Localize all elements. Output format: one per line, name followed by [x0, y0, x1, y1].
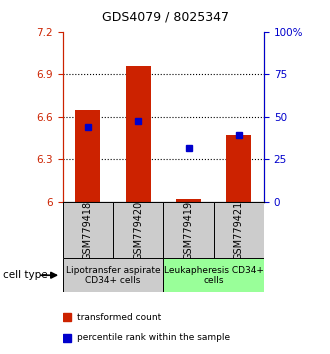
Bar — [163, 258, 264, 292]
Bar — [126, 66, 151, 202]
Bar — [63, 258, 163, 292]
Text: Leukapheresis CD34+
cells: Leukapheresis CD34+ cells — [164, 266, 264, 285]
Text: GSM779419: GSM779419 — [183, 200, 193, 260]
Text: GSM779418: GSM779418 — [83, 200, 93, 260]
Bar — [75, 110, 100, 202]
Bar — [113, 202, 163, 258]
Bar — [214, 202, 264, 258]
Text: transformed count: transformed count — [77, 313, 161, 322]
Text: GDS4079 / 8025347: GDS4079 / 8025347 — [102, 10, 228, 23]
Bar — [226, 135, 251, 202]
Text: Lipotransfer aspirate
CD34+ cells: Lipotransfer aspirate CD34+ cells — [66, 266, 160, 285]
Text: GSM779420: GSM779420 — [133, 200, 143, 260]
Text: percentile rank within the sample: percentile rank within the sample — [77, 333, 230, 342]
Bar — [63, 202, 113, 258]
Text: cell type: cell type — [3, 270, 48, 280]
Text: GSM779421: GSM779421 — [234, 200, 244, 260]
Bar — [176, 199, 201, 202]
Bar — [163, 202, 214, 258]
